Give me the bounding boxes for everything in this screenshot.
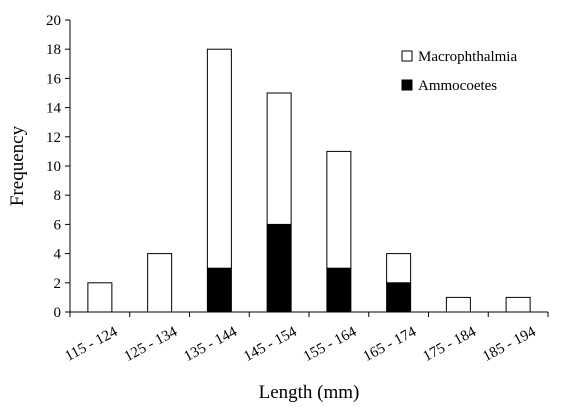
x-tick-label: 155 - 164	[301, 324, 360, 365]
legend: Macrophthalmia Ammocoetes	[401, 49, 517, 94]
bar-ammocoetes-5	[386, 282, 412, 313]
y-axis-title: Frequency	[7, 125, 28, 206]
x-tick-label: 115 - 124	[62, 324, 120, 365]
legend-label-ammocoetes: Ammocoetes	[418, 78, 497, 94]
bar-macrophthalmia-6	[445, 296, 471, 313]
y-tick-label: 6	[54, 217, 62, 233]
y-tick-label: 4	[54, 247, 62, 263]
x-tick-label: 125 - 134	[122, 324, 181, 365]
y-tick-label: 12	[46, 130, 61, 146]
x-axis-title: Length (mm)	[259, 382, 360, 403]
x-tick-label: 185 - 194	[480, 324, 539, 365]
x-tick-label: 135 - 144	[181, 324, 240, 365]
bars-group	[87, 48, 531, 313]
bar-ammocoetes-3	[266, 223, 292, 313]
y-tick-label: 16	[46, 71, 62, 87]
bar-macrophthalmia-1	[147, 253, 173, 313]
bar-macrophthalmia-5	[386, 253, 412, 284]
y-tick-label: 20	[46, 13, 61, 29]
y-tick-label: 8	[54, 188, 62, 204]
x-ticks-group: 115 - 124 125 - 134 135 - 144 145 - 154 155 …	[62, 312, 549, 365]
y-tick-label: 18	[46, 42, 61, 58]
y-tick-label: 14	[46, 101, 62, 117]
y-tick-label: 2	[54, 276, 62, 292]
y-ticks-group: 0 2 4 6 8 10 12 14 16 18 20	[46, 13, 70, 321]
legend-swatch-macrophthalmia	[401, 50, 413, 62]
bar-macrophthalmia-3	[266, 92, 292, 225]
y-tick-label: 10	[46, 159, 61, 175]
legend-label-macrophthalmia: Macrophthalmia	[418, 49, 517, 65]
bar-ammocoetes-4	[326, 267, 352, 313]
bar-macrophthalmia-4	[326, 150, 352, 269]
x-tick-label: 175 - 184	[420, 324, 479, 365]
legend-swatch-ammocoetes	[401, 79, 413, 91]
x-tick-label: 165 - 174	[361, 324, 420, 365]
bar-macrophthalmia-0	[87, 282, 113, 313]
bar-macrophthalmia-2	[206, 48, 232, 269]
bar-macrophthalmia-7	[505, 296, 531, 313]
bar-ammocoetes-2	[206, 267, 232, 313]
x-tick-label: 145 - 154	[241, 324, 300, 365]
y-tick-label: 0	[54, 305, 62, 321]
